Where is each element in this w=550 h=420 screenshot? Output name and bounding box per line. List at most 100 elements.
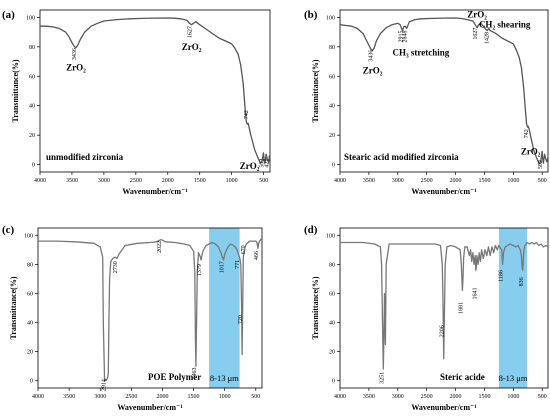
x-axis-label: Wavenumber/cm⁻¹ bbox=[411, 403, 477, 412]
peak-label: 742 bbox=[244, 110, 250, 119]
x-tick-label: 4000 bbox=[334, 178, 346, 184]
x-tick-label: 500 bbox=[251, 394, 260, 400]
x-tick-label: 2500 bbox=[421, 394, 433, 400]
x-tick-label: 1000 bbox=[507, 394, 519, 400]
x-tick-label: 2000 bbox=[450, 394, 462, 400]
x-tick-label: 1500 bbox=[194, 178, 206, 184]
x-tick-label: 1500 bbox=[188, 394, 200, 400]
peak-label: 1428 bbox=[485, 32, 491, 44]
y-tick-label: 20 bbox=[329, 133, 335, 139]
peak-label: 1641 bbox=[472, 287, 478, 299]
peak-label: 1463 bbox=[192, 367, 198, 379]
plot-frame bbox=[339, 9, 549, 173]
y-tick-label: 80 bbox=[329, 45, 335, 51]
chart-panel: 8-13 μm 4000 3500 3000 2500 2000 1500 1000 500 0 2… bbox=[2, 224, 263, 412]
peak-label: 1186 bbox=[499, 270, 505, 282]
x-tick-label: 2500 bbox=[130, 178, 142, 184]
peak-label: 502 bbox=[259, 159, 265, 168]
panel-label: (a) bbox=[2, 9, 15, 21]
chart-panel: 4000 3500 3000 2500 2000 1500 1000 500 0 20 40 60 80… bbox=[2, 9, 271, 196]
y-axis-label: Transmittance(%) bbox=[311, 276, 320, 339]
y-axis-label: Transmittance(%) bbox=[11, 59, 20, 122]
y-tick-label: 40 bbox=[29, 104, 35, 110]
x-tick-label: 1500 bbox=[478, 178, 490, 184]
x-tick-label: 1000 bbox=[219, 394, 231, 400]
y-tick-label: 20 bbox=[29, 133, 35, 139]
x-tick-label: 2000 bbox=[450, 178, 462, 184]
plot-frame bbox=[339, 227, 549, 389]
band-assignment-label: ZrO₂ bbox=[467, 9, 487, 19]
x-axis-label: Wavenumber/cm⁻¹ bbox=[117, 403, 183, 412]
sample-name-label: unmodified zirconia bbox=[46, 152, 124, 162]
y-tick-label: 80 bbox=[329, 262, 335, 268]
x-tick-label: 3000 bbox=[392, 394, 404, 400]
x-tick-label: 3000 bbox=[94, 394, 106, 400]
spectrum-line bbox=[38, 237, 263, 382]
x-tick-label: 3500 bbox=[363, 394, 375, 400]
x-tick-label: 2000 bbox=[156, 394, 168, 400]
y-tick-label: 60 bbox=[329, 74, 335, 80]
y-tick-label: 80 bbox=[27, 262, 33, 268]
peak-label: 670 bbox=[241, 245, 247, 254]
band-assignment-label: ZrO₂ bbox=[240, 161, 260, 171]
peak-label: 2914 bbox=[102, 379, 108, 391]
peak-label: 1627 bbox=[188, 26, 194, 38]
peak-label: 1379 bbox=[197, 264, 203, 276]
peak-label: 3251 bbox=[379, 372, 385, 384]
peak-label: 3436 bbox=[369, 50, 375, 62]
y-tick-label: 0 bbox=[32, 163, 35, 169]
panel-label: (c) bbox=[2, 224, 15, 236]
y-axis-label: Transmittance(%) bbox=[9, 276, 18, 339]
peak-label: 3436 bbox=[72, 48, 78, 60]
peak-label: 771 bbox=[235, 260, 241, 269]
panel-label: (d) bbox=[304, 224, 318, 236]
wavelength-band-highlight bbox=[209, 228, 240, 388]
x-tick-label: 4000 bbox=[34, 178, 46, 184]
y-tick-label: 60 bbox=[329, 291, 335, 297]
x-tick-label: 4000 bbox=[32, 394, 44, 400]
y-tick-label: 0 bbox=[332, 163, 335, 169]
peak-label: 1017 bbox=[220, 261, 226, 273]
y-tick-label: 100 bbox=[326, 15, 335, 21]
x-tick-label: 3000 bbox=[392, 178, 404, 184]
y-tick-label: 100 bbox=[24, 233, 33, 239]
spectrum-line bbox=[40, 17, 271, 164]
x-tick-label: 3500 bbox=[63, 394, 75, 400]
peak-label: 2022 bbox=[157, 241, 163, 253]
band-assignment-label: CH₃ stretching bbox=[392, 48, 449, 58]
y-tick-label: 0 bbox=[332, 379, 335, 385]
x-tick-label: 500 bbox=[259, 178, 268, 184]
y-tick-label: 80 bbox=[29, 45, 35, 51]
y-tick-label: 40 bbox=[329, 104, 335, 110]
x-tick-label: 500 bbox=[538, 394, 547, 400]
band-assignment-label: ZrO₂ bbox=[363, 65, 383, 75]
band-assignment-label: ZrO₂ bbox=[182, 42, 202, 52]
peak-label: 1881 bbox=[458, 302, 464, 314]
peak-label: 421 bbox=[265, 159, 271, 168]
chart-panel: 8-13 μm 4000 3500 3000 2500 2000 1500 1000 500 0 2… bbox=[304, 224, 549, 412]
x-tick-label: 1000 bbox=[507, 178, 519, 184]
x-tick-label: 4000 bbox=[334, 394, 346, 400]
peak-label: 1627 bbox=[473, 28, 479, 40]
panel-label: (b) bbox=[304, 9, 318, 21]
peak-label: 836 bbox=[519, 277, 525, 286]
sample-name-label: Stearic acid modified zirconia bbox=[344, 152, 459, 162]
peak-label: 466 bbox=[254, 251, 260, 260]
sample-name-label: POE Polymer bbox=[148, 372, 201, 382]
peak-label: 720 bbox=[238, 315, 244, 324]
x-tick-label: 1500 bbox=[478, 394, 490, 400]
band-assignment-label: CH₂ shearing bbox=[479, 20, 531, 30]
band-assignment-label: ZrO₂ bbox=[521, 146, 541, 156]
peak-label: 2730 bbox=[113, 261, 119, 273]
x-tick-label: 3500 bbox=[363, 178, 375, 184]
x-tick-label: 500 bbox=[538, 178, 547, 184]
band-assignment-label: ZrO₂ bbox=[66, 62, 86, 72]
y-tick-label: 20 bbox=[329, 350, 335, 356]
y-tick-label: 40 bbox=[27, 321, 33, 327]
y-tick-label: 100 bbox=[26, 15, 35, 21]
y-tick-label: 20 bbox=[27, 350, 33, 356]
peak-label: 2848 bbox=[403, 31, 409, 43]
band-label: 8-13 μm bbox=[210, 373, 239, 383]
x-tick-label: 3500 bbox=[66, 178, 78, 184]
